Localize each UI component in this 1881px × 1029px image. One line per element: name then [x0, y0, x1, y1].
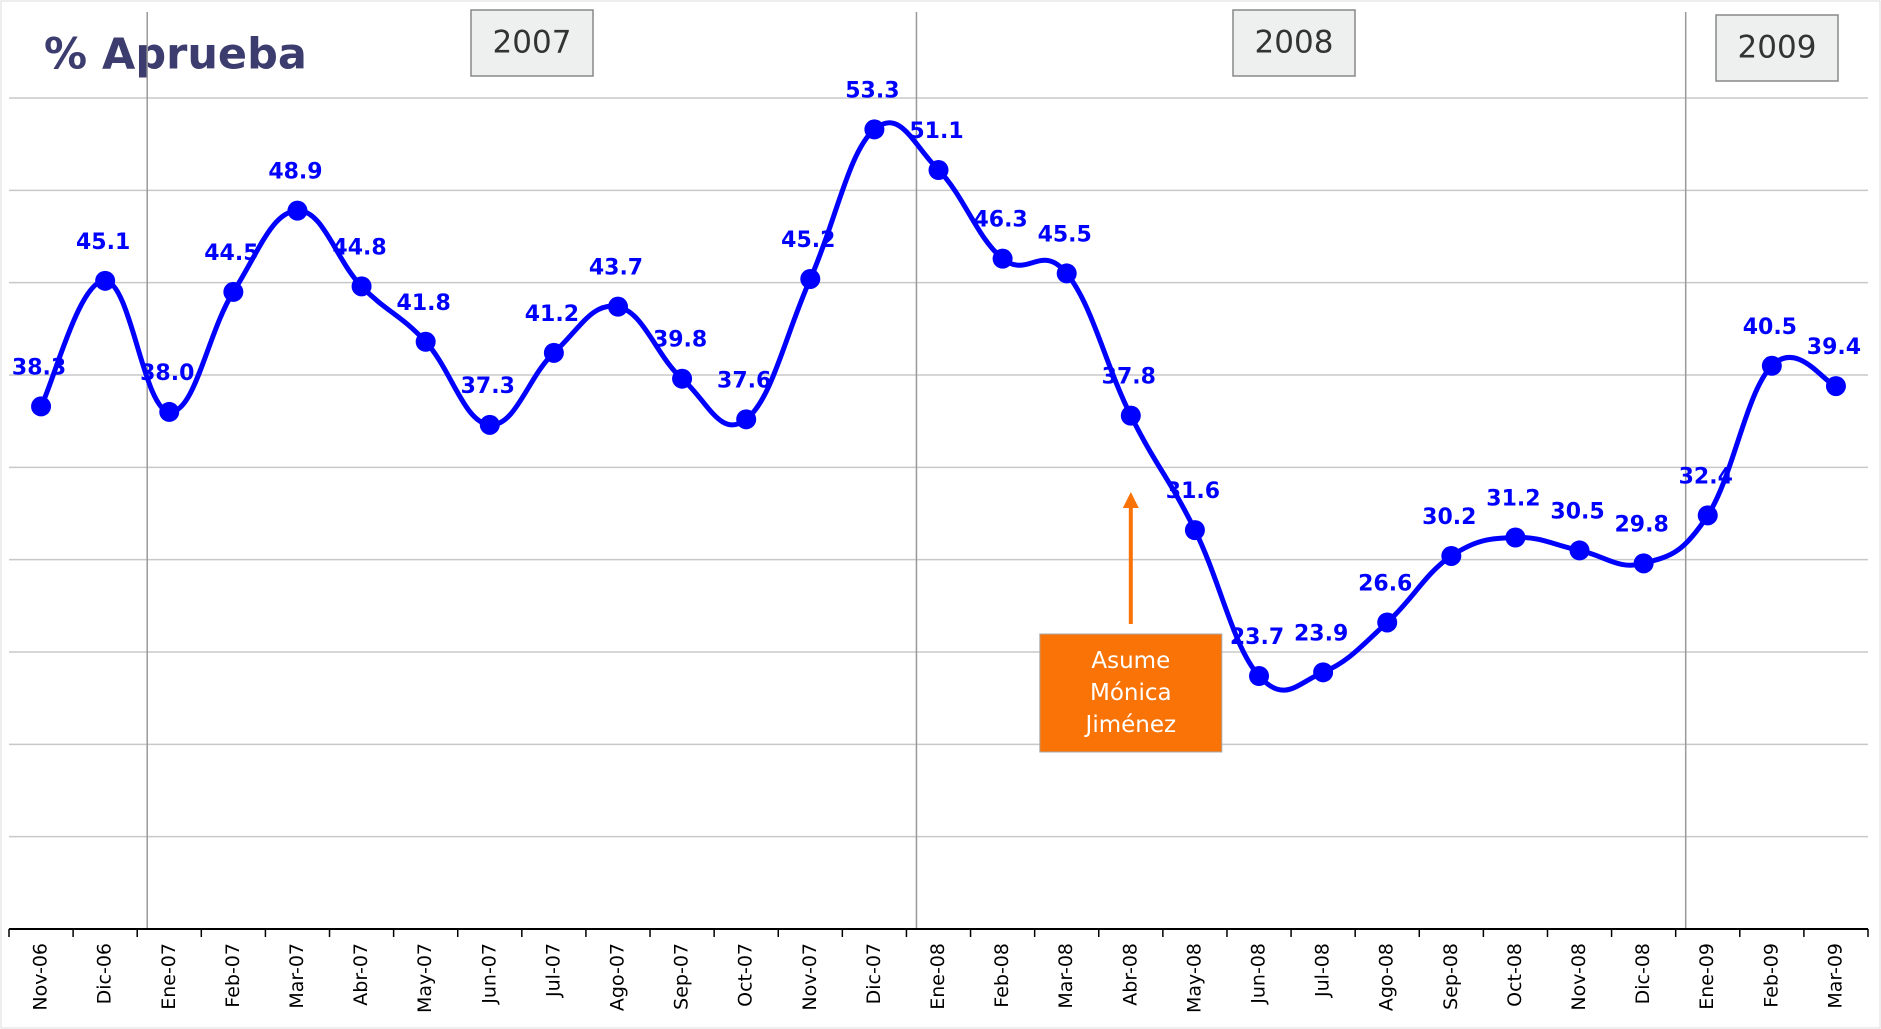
x-tick-label: Ene-09 [1696, 943, 1718, 1010]
data-point [607, 296, 628, 317]
data-point [1313, 662, 1334, 683]
data-point [1184, 520, 1205, 541]
data-label: 43.7 [589, 256, 643, 281]
data-label: 51.1 [909, 119, 963, 144]
data-point [1056, 263, 1077, 284]
x-tick-label: Nov-07 [799, 943, 821, 1011]
x-tick-label: Dic-06 [94, 943, 116, 1004]
x-tick-label: Mar-07 [286, 943, 308, 1009]
annotation-text: Asume Mónica Jiménez [1084, 648, 1177, 738]
data-point [864, 119, 885, 140]
data-label: 45.2 [781, 228, 835, 253]
data-label: 40.5 [1743, 315, 1797, 340]
data-label: 39.8 [653, 328, 707, 353]
data-point [1825, 376, 1846, 397]
data-label: 23.7 [1230, 625, 1284, 650]
x-tick-label: May-07 [414, 943, 436, 1013]
x-tick-label: Dic-07 [863, 943, 885, 1004]
x-tick-label: Abr-07 [350, 943, 372, 1006]
data-point [800, 268, 821, 289]
x-tick-label: Jun-08 [1248, 943, 1270, 1005]
x-tick-label: Ago-08 [1376, 943, 1398, 1011]
data-point [1633, 553, 1654, 574]
data-label: 48.9 [268, 160, 322, 185]
data-point [736, 409, 757, 430]
x-tick-label: Jul-07 [542, 943, 564, 998]
x-tick-label: Dic-08 [1632, 943, 1654, 1004]
data-point [223, 281, 244, 302]
data-label: 26.6 [1358, 571, 1412, 596]
data-point [479, 414, 500, 435]
data-point [1761, 355, 1782, 376]
data-label: 38.0 [140, 361, 194, 386]
data-label: 23.9 [1294, 621, 1348, 646]
data-point [1120, 405, 1141, 426]
data-point [1505, 527, 1526, 548]
data-point [1377, 612, 1398, 633]
data-label: 37.3 [461, 374, 515, 399]
x-tick-label: Feb-07 [222, 943, 244, 1008]
chart-title: % Aprueba [44, 30, 307, 80]
data-label: 37.6 [717, 368, 771, 393]
data-point [1441, 545, 1462, 566]
data-label: 44.5 [204, 241, 258, 266]
x-tick-label: Feb-08 [991, 943, 1013, 1008]
x-tick-label: Abr-08 [1119, 943, 1141, 1006]
data-point [1249, 666, 1270, 687]
data-label: 41.8 [397, 291, 451, 316]
x-tick-label: Nov-08 [1568, 943, 1590, 1011]
data-point [415, 331, 436, 352]
data-point [31, 396, 52, 417]
x-tick-label: Jul-08 [1312, 943, 1334, 998]
period-label: 2008 [1255, 25, 1334, 61]
data-point [1569, 540, 1590, 561]
data-label: 45.5 [1038, 222, 1092, 247]
data-point [992, 248, 1013, 269]
x-tick-label: Nov-06 [30, 943, 52, 1011]
annotation-box [1039, 633, 1223, 753]
data-label: 53.3 [845, 78, 899, 103]
data-label: 32.4 [1679, 464, 1733, 489]
period-label: 2009 [1738, 30, 1817, 66]
x-tick-label: Ene-07 [158, 943, 180, 1010]
period-box [1232, 9, 1356, 77]
x-tick-label: May-08 [1183, 943, 1205, 1013]
data-point [95, 270, 116, 291]
data-label: 37.8 [1102, 365, 1156, 390]
data-label: 41.2 [525, 302, 579, 327]
data-label: 30.5 [1550, 499, 1604, 524]
data-label: 39.4 [1807, 335, 1861, 360]
x-tick-label: Ene-08 [927, 943, 949, 1010]
data-point [1697, 505, 1718, 526]
data-point [543, 342, 564, 363]
data-label: 38.3 [12, 355, 66, 380]
data-label: 44.8 [332, 235, 386, 260]
data-label: 31.2 [1486, 487, 1540, 512]
x-tick-label: Sep-07 [671, 943, 693, 1010]
x-tick-label: Sep-08 [1440, 943, 1462, 1010]
x-tick-label: Oct-07 [735, 943, 757, 1007]
period-box [1715, 14, 1839, 82]
x-tick-label: Ago-07 [606, 943, 628, 1011]
data-label: 31.6 [1166, 479, 1220, 504]
data-label: 45.1 [76, 230, 130, 255]
data-label: 46.3 [973, 208, 1027, 233]
annotation-arrowhead [1122, 492, 1139, 508]
data-point [159, 401, 180, 422]
x-tick-label: Jun-07 [478, 943, 500, 1005]
x-tick-label: Feb-09 [1760, 943, 1782, 1008]
x-tick-label: Mar-08 [1055, 943, 1077, 1009]
x-tick-label: Oct-08 [1504, 943, 1526, 1007]
data-label: 29.8 [1614, 512, 1668, 537]
data-point [351, 276, 372, 297]
data-point [928, 160, 949, 181]
period-box [470, 9, 594, 77]
x-tick-label: Mar-09 [1824, 943, 1846, 1009]
data-label: 30.2 [1422, 505, 1476, 530]
data-point [287, 200, 308, 221]
period-label: 2007 [493, 25, 572, 61]
data-point [672, 368, 693, 389]
